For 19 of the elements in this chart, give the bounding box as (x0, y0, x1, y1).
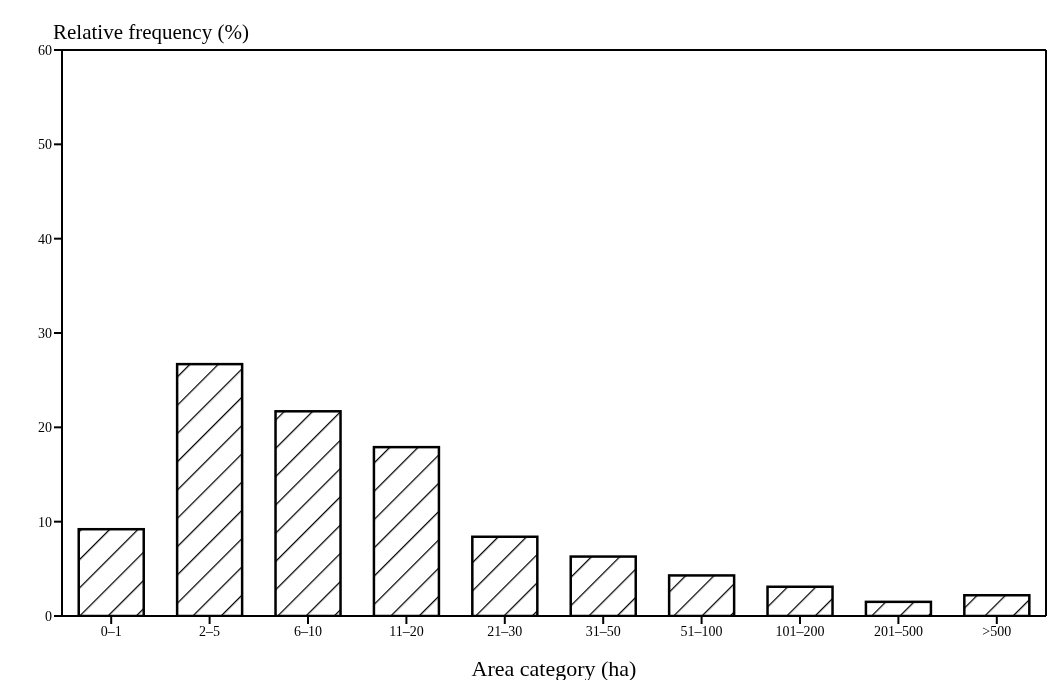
x-tick-label: 101–200 (775, 623, 825, 639)
x-tick-label: 21–30 (487, 623, 523, 639)
x-axis-title: Area category (ha) (471, 656, 637, 681)
y-tick-label: 50 (38, 137, 52, 153)
x-tick-label: 6–10 (294, 623, 322, 639)
y-tick-label: 10 (38, 514, 52, 530)
x-tick-label: 11–20 (389, 623, 424, 639)
x-tick-label: 2–5 (199, 623, 221, 639)
x-tick-label: 31–50 (585, 623, 621, 639)
y-tick-label: 30 (38, 325, 52, 341)
y-tick-label: 60 (38, 42, 52, 58)
y-tick-label: 40 (38, 231, 52, 247)
x-tick-label: 201–500 (873, 623, 923, 639)
y-tick-label: 0 (45, 608, 52, 624)
x-tick-label: 51–100 (680, 623, 723, 639)
y-tick-label: 20 (38, 420, 52, 436)
y-axis-title: Relative frequency (%) (53, 20, 249, 45)
x-tick-label: >500 (982, 623, 1012, 639)
x-tick-label: 0–1 (100, 623, 122, 639)
